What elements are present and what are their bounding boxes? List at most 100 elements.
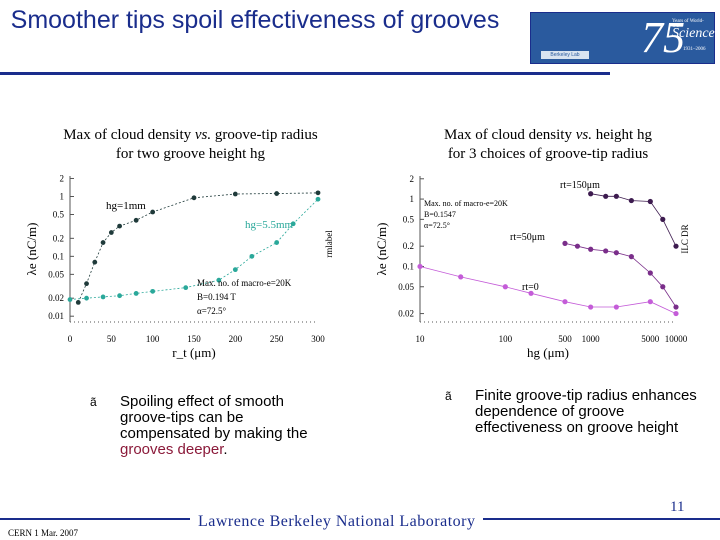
annotation: Max. no. of macro-e=20K — [197, 278, 292, 288]
y-tick-label: 0.5 — [53, 210, 65, 220]
x-axis-label: r_t (μm) — [172, 345, 215, 360]
data-point — [458, 274, 464, 280]
y-tick-label: 2 — [60, 173, 65, 183]
right-caption-text-2: height hg — [591, 127, 652, 143]
data-point — [660, 284, 666, 290]
right-caption-vs: vs. — [575, 127, 592, 143]
series-line — [77, 192, 319, 303]
y-tick-label: 0.02 — [48, 293, 64, 303]
left-caption-text: Max of cloud density — [63, 127, 195, 143]
x-tick-label: 10 — [416, 334, 426, 344]
annotation: Max. no. of macro-e=20K — [424, 199, 508, 208]
series-label-rt0: rt=0 — [522, 282, 539, 293]
y-tick-label: 0.01 — [48, 311, 64, 321]
series-label-rt50: rt=50μm — [510, 232, 545, 243]
data-point — [628, 197, 634, 204]
x-tick-label: 5000 — [641, 334, 660, 344]
data-point — [133, 291, 139, 296]
left-caption-vs: vs. — [194, 127, 212, 143]
bullet-marker-icon: ã — [445, 389, 452, 403]
right-axis-label: rmlabel — [324, 230, 334, 258]
x-tick-label: 200 — [229, 334, 243, 344]
y-tick-label: 1 — [60, 191, 65, 201]
logo-number: 75 — [641, 13, 685, 62]
bullet-left-post: . — [223, 441, 228, 458]
footer-event: CERN 1 Mar. 2007 — [8, 528, 79, 538]
x-tick-label: 0 — [68, 334, 73, 344]
annotation: B=0.194 T — [197, 292, 236, 302]
x-tick-label: 500 — [558, 334, 572, 344]
data-point — [274, 191, 280, 196]
y-tick-label: 0.02 — [398, 309, 414, 319]
bullet-left-pre: Spoiling effect of smooth groove-tips ca… — [120, 393, 308, 442]
data-point — [75, 300, 81, 305]
data-point — [613, 250, 619, 256]
bullet-right-text: Finite groove-tip radius enhances depend… — [475, 387, 697, 436]
data-point — [647, 198, 653, 205]
data-point — [150, 288, 156, 294]
lab-75-years-logo: Berkeley Lab 75 Years of World-Class Sci… — [530, 12, 715, 64]
bullet-left-text: Spoiling effect of smooth groove-tips ca… — [120, 394, 330, 458]
series-label-rt150: rt=150μm — [560, 180, 600, 191]
data-point — [108, 230, 114, 235]
data-point — [502, 284, 508, 290]
y-tick-label: 2 — [410, 174, 415, 184]
data-point — [315, 190, 321, 196]
data-point — [588, 304, 594, 310]
data-point — [150, 209, 156, 215]
annotation: α=72.5° — [197, 306, 227, 316]
x-tick-label: 150 — [187, 334, 201, 344]
series-label-hg1: hg=1mm — [106, 200, 146, 212]
series-label-hg55: hg=5.5mm — [245, 219, 294, 231]
y-tick-label: 0.05 — [398, 282, 414, 292]
data-point — [562, 240, 568, 246]
data-point — [417, 263, 423, 270]
x-tick-label: 100 — [499, 334, 513, 344]
x-tick-label: 1000 — [582, 334, 601, 344]
data-point — [232, 191, 238, 197]
y-tick-label: 0.2 — [53, 233, 64, 243]
x-tick-label: 50 — [107, 334, 117, 344]
y-axis-label: λe (nC/m) — [374, 223, 389, 276]
y-tick-label: 0.2 — [403, 241, 414, 251]
data-point — [588, 191, 594, 197]
logo-line3: 1931–2006 — [683, 47, 706, 52]
data-point — [562, 299, 568, 305]
data-point — [613, 304, 619, 310]
x-tick-label: 100 — [146, 334, 160, 344]
data-point — [603, 193, 609, 199]
data-point — [290, 221, 296, 227]
logo-line2: Science — [672, 26, 715, 41]
data-point — [117, 293, 122, 299]
right-caption-line2: for 3 choices of groove-tip radius — [447, 146, 649, 162]
y-tick-label: 0.05 — [48, 269, 64, 279]
y-tick-label: 1 — [410, 194, 415, 204]
data-point — [232, 267, 238, 273]
data-point — [133, 217, 139, 223]
bullet-marker-icon: ã — [90, 395, 97, 409]
left-caption-line2: for two groove height hg — [115, 146, 266, 162]
data-point — [315, 196, 321, 202]
data-point — [191, 195, 197, 201]
right-chart-caption: Max of cloud density vs. height hg for 3… — [398, 126, 698, 164]
data-point — [628, 254, 634, 260]
data-point — [92, 259, 98, 265]
data-point — [183, 285, 189, 291]
data-point — [647, 270, 653, 276]
data-point — [574, 243, 581, 249]
annotation: B=0.1547 — [424, 210, 456, 219]
x-tick-label: 250 — [270, 334, 284, 344]
x-axis-label: hg (μm) — [527, 345, 569, 360]
page-number: 11 — [670, 499, 685, 515]
logo-label: Berkeley Lab — [541, 51, 589, 59]
data-point — [660, 216, 666, 222]
data-point — [528, 290, 534, 296]
x-tick-label: 300 — [311, 334, 325, 344]
data-point — [84, 295, 89, 301]
y-tick-label: 0.1 — [403, 261, 414, 271]
series-line — [564, 243, 677, 308]
data-point — [249, 253, 255, 259]
data-point — [603, 248, 609, 254]
title-divider — [0, 72, 610, 75]
data-point — [67, 297, 73, 302]
